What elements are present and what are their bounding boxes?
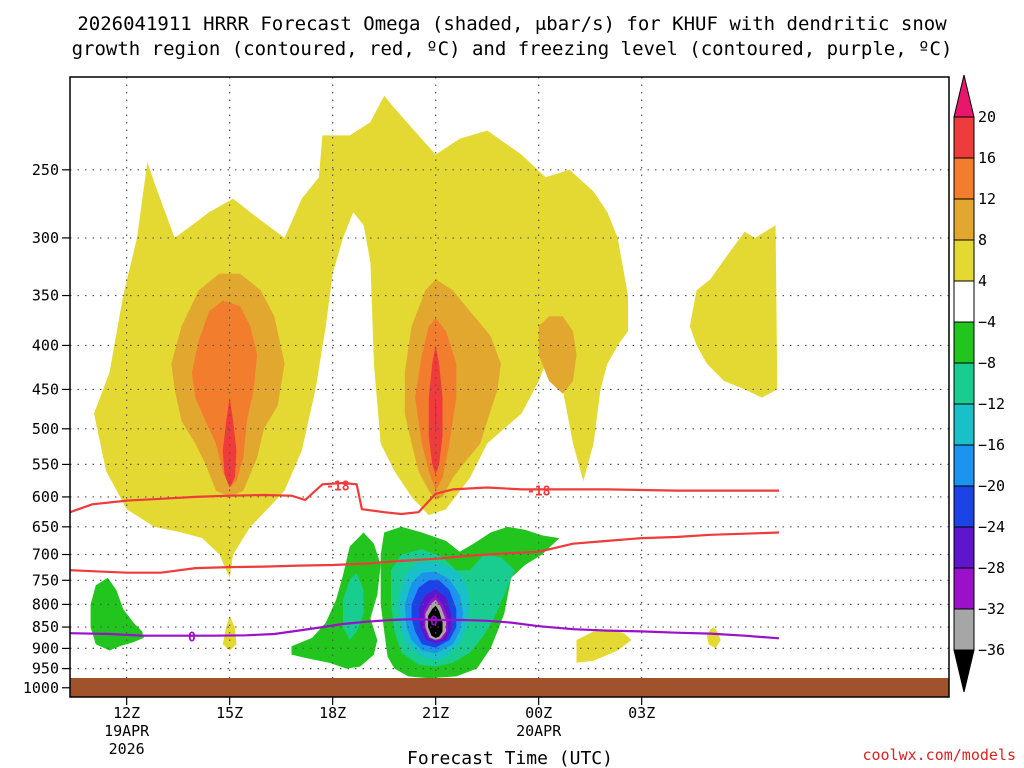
x-tick-label-18Z: 18Z	[319, 704, 346, 722]
plot-area: -18 -18 0 0	[70, 77, 949, 697]
y-tick-label-550: 550	[32, 455, 59, 473]
contour-label-0-0: -18	[326, 480, 350, 495]
omega-shading-layer	[90, 95, 778, 679]
y-tick-label-400: 400	[32, 336, 59, 354]
contour-freezing-0	[70, 618, 780, 640]
omega-region-13	[90, 577, 144, 651]
x-axis-label: Forecast Time (UTC)	[407, 748, 613, 768]
colorbar-level-11: −28	[978, 559, 1005, 577]
x-tick-label-03Z: 03Z	[628, 704, 655, 722]
colorbar-band-9	[953, 444, 975, 487]
y-tick-label-850: 850	[32, 618, 59, 636]
chart-title-line-2: growth region (contoured, red, ºC) and f…	[72, 38, 953, 60]
omega-region-10	[222, 397, 237, 488]
colorbar-level-1: 16	[978, 149, 996, 167]
colorbar-level-9: −20	[978, 477, 1005, 495]
contour-lines: -18 -18 0 0	[70, 480, 780, 646]
colorbar-band-10	[953, 485, 975, 528]
y-tick-label-950: 950	[32, 660, 59, 678]
colorbar-band-8	[953, 403, 975, 446]
colorbar-level-13: −36	[978, 641, 1005, 659]
y-tick-label-650: 650	[32, 518, 59, 536]
contour-dgz--18	[70, 481, 779, 516]
omega-region-24	[428, 605, 443, 638]
y-tick-label-300: 300	[32, 229, 59, 247]
colorbar-level-10: −24	[978, 518, 1005, 536]
colorbar-level-5: −4	[978, 313, 996, 331]
y-tick-label-800: 800	[32, 595, 59, 613]
x-tick-label-12Z: 12Z	[113, 704, 140, 722]
contour-label-2-0: 0	[188, 631, 196, 646]
y-tick-label-700: 700	[32, 546, 59, 564]
chart-title-line-1: 2026041911 HRRR Forecast Omega (shaded, …	[77, 13, 947, 35]
colorbar-band-13	[953, 608, 975, 651]
y-tick-label-750: 750	[32, 571, 59, 589]
contour-label-0-1: -18	[527, 485, 551, 500]
colorbar-band-7	[953, 362, 975, 405]
colorbar-band-4	[953, 239, 975, 282]
colorbar-level-8: −16	[978, 436, 1005, 454]
colorbar-level-3: 8	[978, 231, 987, 249]
y-tick-label-900: 900	[32, 639, 59, 657]
colorbar-level-7: −12	[978, 395, 1005, 413]
y-tick-label-500: 500	[32, 420, 59, 438]
colorbar-band-3	[953, 198, 975, 241]
colorbar-band-11	[953, 526, 975, 569]
colorbar-level-0: 20	[978, 108, 996, 126]
colorbar-level-2: 12	[978, 190, 996, 208]
colorbar-top-arrow	[953, 74, 975, 118]
plot-frame	[69, 76, 950, 698]
credit-text: coolwx.com/models	[862, 746, 1016, 764]
omega-region-8	[191, 300, 258, 488]
x-tick-year-12Z: 2026	[109, 740, 145, 758]
pressure-axis: 250 300 350 400 450 500 550 600 650 700 750 800 850 9…	[23, 161, 70, 697]
colorbar-level-4: 4	[978, 272, 987, 290]
colorbar-level-6: −8	[978, 354, 996, 372]
y-tick-label-450: 450	[32, 380, 59, 398]
colorbar-band-6	[953, 321, 975, 364]
y-tick-label-600: 600	[32, 488, 59, 506]
ground-surface	[70, 678, 949, 697]
omega-region-3	[576, 629, 632, 663]
x-tick-label-00Z: 00Z	[525, 704, 552, 722]
y-tick-label-350: 350	[32, 287, 59, 305]
omega-region-14	[291, 532, 381, 669]
y-tick-label-1000: 1000	[23, 679, 59, 697]
omega-region-4	[706, 627, 721, 649]
omega-region-1	[689, 225, 778, 398]
contour-dgz--12	[70, 531, 780, 574]
colorbar: 20 16 12 8 4 −4 −8 −12 −16 −20 −24 −28 −32 −36	[953, 74, 1005, 693]
x-tick-date-12Z: 19APR	[104, 722, 150, 740]
x-tick-label-15Z: 15Z	[216, 704, 243, 722]
colorbar-band-12	[953, 567, 975, 610]
colorbar-band-2	[953, 157, 975, 200]
colorbar-bottom-arrow	[953, 649, 975, 693]
colorbar-band-1	[953, 116, 975, 159]
y-tick-label-250: 250	[32, 161, 59, 179]
colorbar-band-5	[953, 280, 975, 323]
colorbar-level-12: −32	[978, 600, 1005, 618]
omega-region-7	[538, 316, 577, 394]
x-tick-date-00Z: 20APR	[516, 722, 562, 740]
x-tick-label-21Z: 21Z	[422, 704, 449, 722]
contour-label-2-1: 0	[430, 614, 438, 629]
